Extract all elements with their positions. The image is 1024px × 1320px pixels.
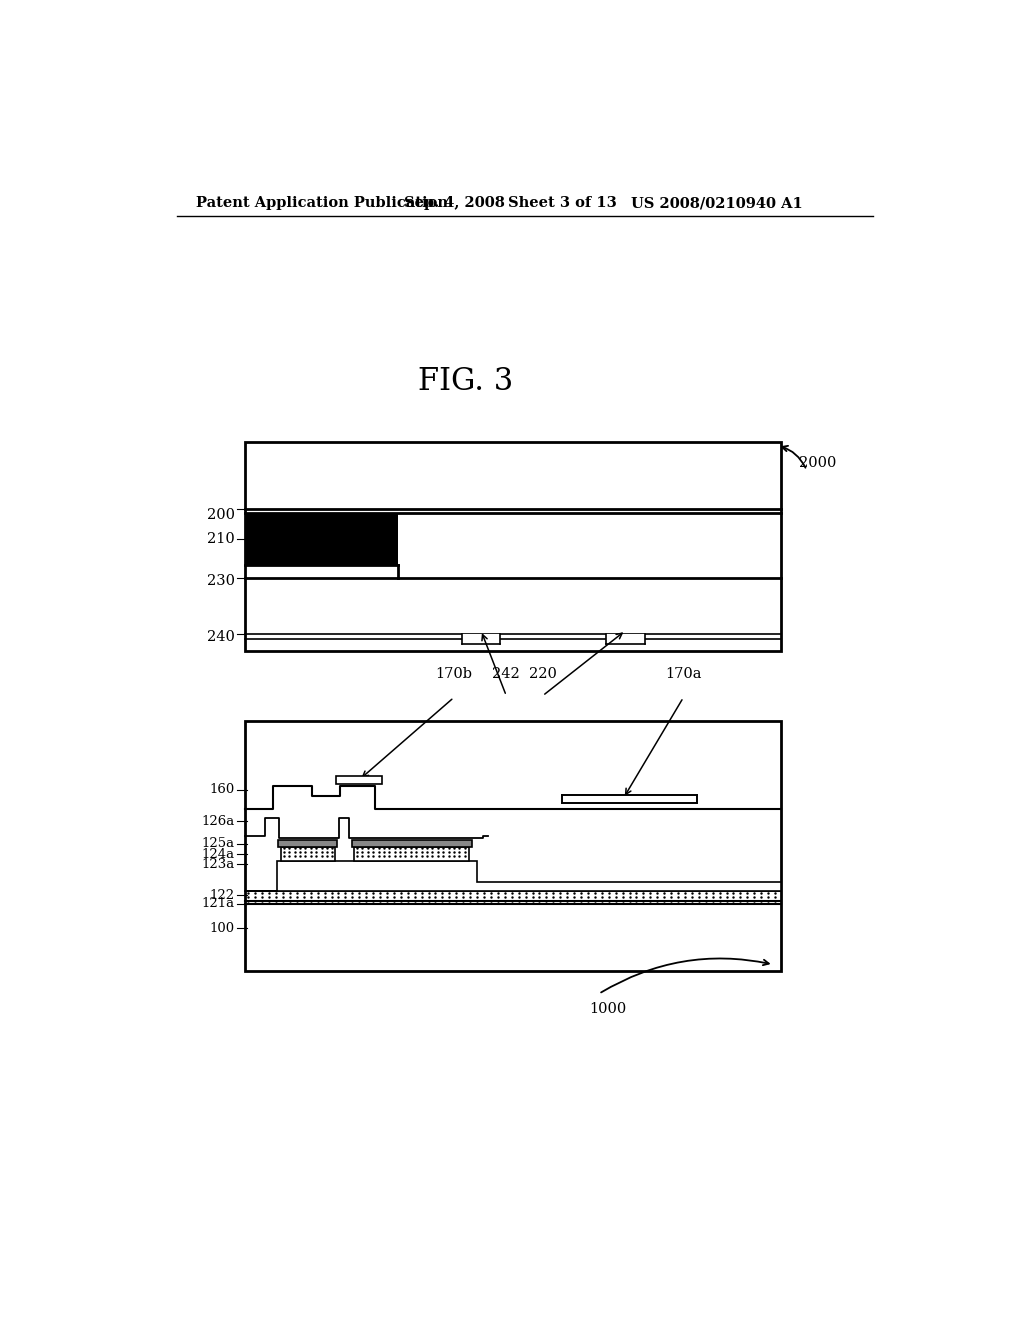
Text: 125a: 125a — [202, 837, 234, 850]
Text: 240: 240 — [207, 630, 234, 644]
Text: FIG. 3: FIG. 3 — [418, 366, 513, 397]
Text: 210: 210 — [207, 532, 234, 545]
Text: US 2008/0210940 A1: US 2008/0210940 A1 — [631, 197, 803, 210]
Bar — [281, 847, 335, 861]
Bar — [279, 840, 337, 847]
Bar — [245, 442, 781, 651]
Text: 1000: 1000 — [590, 1002, 627, 1015]
Text: 100: 100 — [209, 921, 234, 935]
Bar — [354, 847, 469, 861]
Bar — [606, 635, 645, 644]
Text: Sheet 3 of 13: Sheet 3 of 13 — [508, 197, 616, 210]
Text: 123a: 123a — [202, 858, 234, 871]
Text: 200: 200 — [207, 508, 234, 521]
Text: 170a: 170a — [666, 667, 701, 681]
Text: 126a: 126a — [202, 814, 234, 828]
Text: 220: 220 — [528, 667, 556, 681]
Bar — [562, 795, 696, 803]
Bar — [245, 721, 781, 970]
Text: 230: 230 — [207, 574, 234, 589]
Bar — [462, 635, 500, 644]
Text: Patent Application Publication: Patent Application Publication — [196, 197, 449, 210]
Polygon shape — [245, 861, 781, 891]
Text: Sep. 4, 2008: Sep. 4, 2008 — [403, 197, 505, 210]
Text: 170b: 170b — [435, 667, 472, 681]
Text: 121a: 121a — [202, 898, 234, 911]
Bar — [351, 840, 472, 847]
Text: 160: 160 — [209, 783, 234, 796]
Bar — [245, 512, 397, 565]
Text: 2000: 2000 — [799, 455, 837, 470]
Text: 242: 242 — [493, 667, 520, 681]
Text: 122: 122 — [209, 888, 234, 902]
Bar — [336, 776, 382, 784]
Text: 124a: 124a — [202, 847, 234, 861]
